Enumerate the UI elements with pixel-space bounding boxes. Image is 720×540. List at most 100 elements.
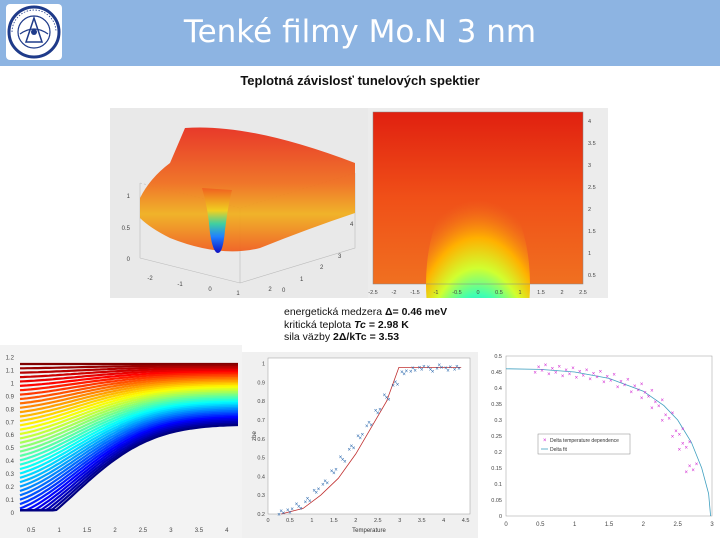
- gap-temperature-canvas: 0 0.5 1 1.5 2 2.5 3 0 0.05 0.1 0.15 0.2 0.25 0.3 0.35 0…: [491, 354, 714, 528]
- data-point: ×: [547, 372, 551, 378]
- x-tick-label: 1: [57, 528, 61, 534]
- data-point: ×: [277, 512, 281, 518]
- spectrum-line: [20, 423, 239, 512]
- surface-plot: 0 0.5 1 -2 -1 0 1 2 0 1 2 3 4: [110, 108, 368, 298]
- data-point: ×: [678, 433, 682, 439]
- y-tick-label: 3: [588, 163, 591, 169]
- data-point: ×: [695, 462, 699, 468]
- fit-line: [505, 368, 711, 517]
- data-point: ×: [681, 442, 685, 448]
- x-tick-label: 4.5: [462, 518, 470, 524]
- y-tick-label: 0.5: [494, 354, 502, 360]
- data-point: ×: [660, 419, 664, 425]
- x-tick-label: 3.5: [195, 528, 204, 534]
- critical-temperature-label: kritická teplota: [284, 318, 355, 331]
- x-tick-label: 3: [710, 522, 714, 528]
- data-point: ×: [616, 385, 620, 391]
- y-tick-label: 0.2: [6, 485, 15, 491]
- data-point: ×: [457, 367, 461, 373]
- spectrum-line: [19, 373, 238, 396]
- critical-temperature-symbol: Tc: [354, 318, 366, 331]
- y-tick-label: 1.1: [6, 368, 15, 374]
- data-point: ×: [455, 364, 459, 370]
- x-tick-label: 2.5: [579, 290, 587, 296]
- y-axis-label: zbe: [252, 431, 258, 441]
- spectrum-line: [19, 392, 239, 449]
- spectrum-line: [19, 411, 239, 501]
- data-point: ×: [557, 365, 561, 371]
- data-point: ×: [671, 411, 675, 417]
- x-tick-label: 3: [398, 518, 401, 524]
- data-point: ×: [402, 372, 406, 378]
- x-tick-label: -2.5: [368, 290, 377, 296]
- data-point: ×: [448, 365, 452, 371]
- data-point: ×: [385, 395, 389, 401]
- data-point: ×: [650, 406, 654, 412]
- data-point: ×: [431, 370, 435, 376]
- zero-bias-fit-plot: 0 0.5 1 1.5 2 2.5 3 3.5 4 4.5 0.2 0.3 0.4 0.5 0.6 0.7 0.…: [242, 352, 478, 538]
- spectra-plot: 0.5 1 1.5 2 2.5 3 3.5 4 0 0.1 0.2 0.3 0.4 0.5 0.6 0.7 0.…: [0, 345, 242, 538]
- y-tick-label: 0.3: [6, 472, 15, 478]
- data-point: ×: [369, 423, 373, 429]
- spectrum-line: [19, 414, 239, 510]
- data-point: ×: [654, 400, 658, 406]
- spectrum-line: [20, 417, 239, 512]
- x-tick-label: 1.5: [537, 290, 545, 296]
- spectrum-line: [19, 384, 238, 427]
- data-point: ×: [667, 417, 671, 423]
- data-point: ×: [306, 497, 310, 503]
- data-point: ×: [387, 398, 391, 404]
- data-point: ×: [317, 487, 321, 493]
- data-point: ×: [378, 407, 382, 413]
- y-tick-label: 0.9: [6, 394, 15, 400]
- data-point: ×: [540, 369, 544, 375]
- data-point: ×: [630, 390, 634, 396]
- y-tick-label: 0.35: [491, 402, 502, 408]
- data-point: ×: [592, 371, 596, 377]
- coupling-strength-line: sila väzby 2Δ/kTc = 3.53: [284, 331, 504, 344]
- data-point: ×: [376, 411, 380, 417]
- data-point: ×: [418, 365, 422, 371]
- data-point: ×: [299, 507, 303, 513]
- data-point: ×: [640, 382, 644, 388]
- x-tick-label: 4: [225, 528, 229, 534]
- data-point: ×: [427, 365, 431, 371]
- spectrum-line: [19, 406, 239, 488]
- y-tick-label: 0: [282, 288, 286, 294]
- data-point: ×: [575, 375, 579, 381]
- x-tick-label: 0.5: [495, 290, 503, 296]
- data-point: ×: [405, 369, 409, 375]
- energy-gap-symbol: Δ: [384, 306, 393, 318]
- spectrum-line: [19, 409, 239, 497]
- data-point: ×: [599, 369, 603, 375]
- x-tick-label: -2: [392, 290, 397, 296]
- y-tick-label: 0.1: [6, 498, 15, 504]
- data-point: ×: [440, 365, 444, 371]
- gap-temperature-plot: 0 0.5 1 1.5 2 2.5 3 0 0.05 0.1 0.15 0.2 0.25 0.3 0.35 0…: [482, 350, 720, 538]
- data-point: ×: [339, 455, 343, 461]
- data-point: ×: [374, 409, 378, 415]
- x-tick-label: 3.5: [418, 518, 426, 524]
- y-tick-label: 0.9: [257, 380, 265, 386]
- y-tick-label: 4: [350, 222, 354, 228]
- data-point: ×: [352, 446, 356, 452]
- y-tick-label: 2.5: [588, 185, 596, 191]
- spectra-canvas: 0.5 1 1.5 2 2.5 3 3.5 4 0 0.1 0.2 0.3 0.4 0.5 0.6 0.7 0.…: [6, 355, 239, 534]
- coupling-strength-label: sila väzby: [284, 331, 334, 343]
- critical-temperature-line: kritická teplota Tc = 2.98 K: [284, 319, 504, 332]
- data-point: ×: [650, 389, 654, 395]
- y-tick-label: 0.2: [257, 512, 265, 518]
- legend-box: [537, 433, 631, 455]
- y-tick-label: 0.6: [257, 437, 265, 443]
- x-tick-label: 1: [236, 291, 240, 297]
- x-tick-label: 2: [113, 528, 117, 534]
- x-tick-label: 2.5: [374, 518, 382, 524]
- data-point: ×: [297, 504, 301, 510]
- x-tick-label: 1: [310, 518, 313, 524]
- data-point: ×: [606, 374, 610, 380]
- x-tick-label: 0: [504, 522, 508, 528]
- x-tick-label: 2.5: [139, 528, 148, 534]
- y-tick-label: 0.7: [257, 418, 265, 424]
- spectrum-line: [19, 370, 238, 387]
- data-point: ×: [334, 468, 338, 474]
